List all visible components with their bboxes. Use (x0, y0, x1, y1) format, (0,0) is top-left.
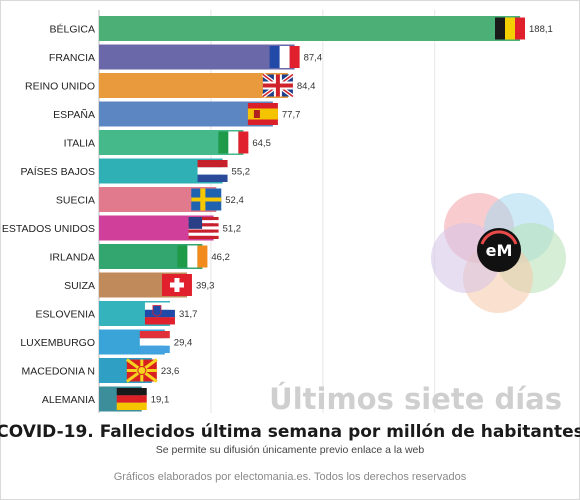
value-label: 188,1 (529, 24, 553, 35)
value-label: 87,4 (304, 53, 323, 64)
bar-row: LUXEMBURGO 29,4 (20, 329, 193, 355)
bar-row: MACEDONIA N 23,6 (21, 358, 179, 383)
spain-flag-icon (247, 103, 278, 125)
value-label: 64,5 (252, 138, 271, 149)
value-label: 39,3 (196, 281, 215, 292)
category-label: MACEDONIA N (21, 366, 95, 378)
watermark: Últimos siete días (269, 382, 562, 416)
value-label: 55,2 (232, 167, 251, 178)
bar-row: SUIZA 39,3 (64, 272, 215, 298)
category-label: LUXEMBURGO (20, 337, 95, 349)
category-label: REINO UNIDO (25, 81, 95, 93)
france-flag-icon (269, 46, 300, 68)
value-label: 19,1 (151, 395, 170, 406)
bar-row: IRLANDA 46,2 (49, 244, 230, 269)
bar (99, 44, 295, 70)
bar (99, 16, 520, 41)
value-label: 51,2 (223, 224, 242, 235)
bar-row: SUECIA 52,4 (56, 187, 244, 212)
bar-row: PAÍSES BAJOS 55,2 (21, 158, 251, 184)
united-states-flag-icon (188, 217, 219, 239)
bar-row: ESLOVENIA 31,7 (35, 301, 197, 326)
bars: BÉLGICA 188,1 FRANCIA 87,4 REINO UNIDO 84,4 ES… (2, 16, 553, 412)
italy-flag-icon (218, 131, 249, 154)
luxembourg-flag-icon (139, 331, 170, 353)
ireland-flag-icon (177, 245, 208, 268)
bar-row: BÉLGICA 188,1 (49, 16, 553, 41)
value-label: 31,7 (179, 309, 198, 320)
category-label: IRLANDA (49, 252, 95, 264)
category-label: ESPAÑA (53, 108, 95, 121)
category-label: SUECIA (56, 195, 95, 207)
logo-text: eM (486, 241, 513, 260)
value-label: 29,4 (174, 338, 193, 349)
bar-row: FRANCIA 87,4 (49, 44, 323, 70)
category-label: FRANCIA (49, 52, 95, 64)
belgium-flag-icon (495, 17, 525, 40)
bar-row: ESPAÑA 77,7 (53, 101, 301, 127)
logo-disc (477, 228, 521, 272)
value-label: 84,4 (297, 81, 316, 92)
north-macedonia-flag-icon (125, 358, 158, 383)
category-label: PAÍSES BAJOS (21, 165, 96, 178)
chart-footer: Gráficos elaborados por electomania.es. … (114, 471, 467, 483)
category-label: SUIZA (64, 280, 95, 292)
category-label: ESTADOS UNIDOS (2, 223, 95, 235)
bar-row: REINO UNIDO 84,4 (25, 72, 316, 99)
category-label: BÉLGICA (49, 23, 95, 36)
value-label: 46,2 (211, 252, 230, 263)
netherlands-flag-icon (197, 160, 228, 182)
germany-flag-icon (116, 388, 147, 410)
chart-subtitle: Se permite su difusión únicamente previo… (156, 444, 425, 456)
bar (99, 101, 273, 127)
united-kingdom-flag-icon (261, 72, 295, 99)
category-label: ALEMANIA (42, 394, 95, 406)
sweden-flag-icon (191, 188, 222, 211)
slovenia-flag-icon (144, 302, 175, 325)
bar-row: ITALIA 64,5 (64, 130, 271, 155)
logo-arc (480, 230, 518, 245)
switzerland-flag-icon (161, 274, 192, 296)
category-label: ESLOVENIA (35, 309, 95, 321)
bar-row: ESTADOS UNIDOS 51,2 (2, 215, 242, 241)
value-label: 23,6 (161, 366, 180, 377)
value-label: 77,7 (282, 110, 301, 121)
category-label: ITALIA (64, 138, 95, 150)
chart-title: COVID-19. Fallecidos última semana por m… (0, 422, 580, 442)
electomania-logo: eM (431, 193, 566, 313)
value-label: 52,4 (225, 195, 244, 206)
bar-row: ALEMANIA 19,1 (42, 386, 170, 412)
bar (99, 73, 288, 98)
